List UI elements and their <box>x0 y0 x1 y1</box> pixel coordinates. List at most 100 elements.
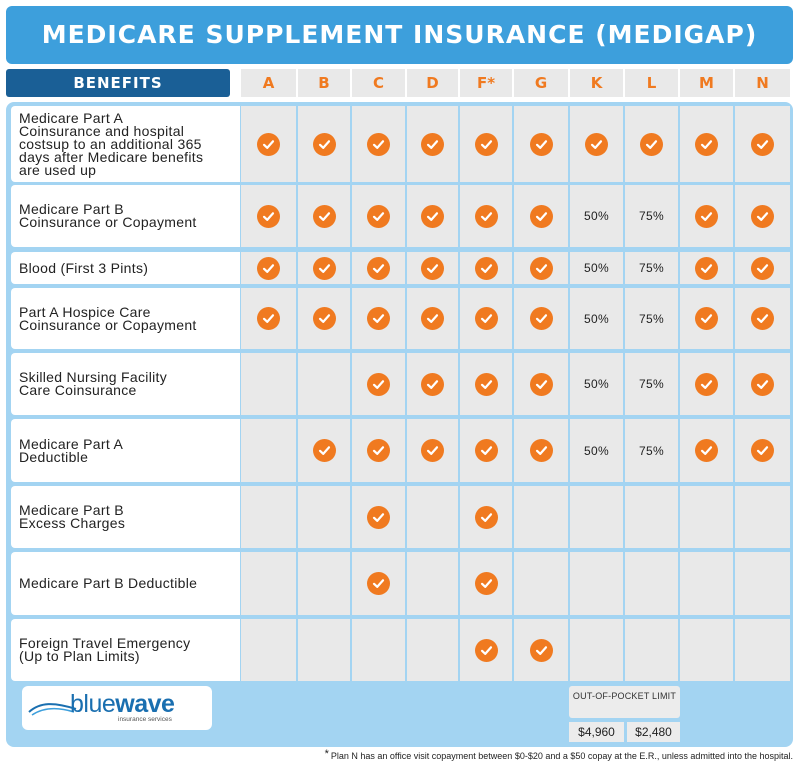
plan-cell-f <box>460 252 512 284</box>
logo-subtitle: insurance services <box>118 716 172 723</box>
plan-cell-b <box>298 106 350 182</box>
plan-cell-n <box>735 252 790 284</box>
plan-cell-a <box>241 288 296 349</box>
plan-cell-n <box>735 619 790 681</box>
plan-cell-b <box>298 619 350 681</box>
plan-header-k: K <box>570 69 623 97</box>
plan-cell-c <box>352 619 405 681</box>
plan-cell-l <box>625 486 678 548</box>
plan-cell-c <box>352 185 405 247</box>
checkmark-circle-icon <box>474 307 498 330</box>
benefit-label-line: Part A Hospice Care <box>19 303 151 320</box>
checkmark-circle-icon <box>474 638 498 662</box>
checkmark-circle-icon <box>474 256 498 280</box>
benefit-label-line: Coinsurance and hospital <box>19 122 185 139</box>
coverage-percent: 75% <box>639 209 664 223</box>
coverage-percent: 50% <box>584 443 609 458</box>
coverage-percent: 50% <box>584 377 609 391</box>
plan-cell-c <box>352 106 405 182</box>
plan-cell-f <box>460 419 512 482</box>
checkmark-circle-icon <box>474 372 498 396</box>
benefit-label-line: Deductible <box>19 448 89 465</box>
coverage-percent: 75% <box>639 377 664 391</box>
plan-cell-b <box>298 353 350 415</box>
plan-cell-m <box>680 106 733 182</box>
footnote: * Plan N has an office visit copayment be… <box>324 748 793 761</box>
bluewave-logo: bluewave insurance services <box>22 686 212 730</box>
checkmark-circle-icon <box>257 132 280 156</box>
plan-cell-m <box>680 252 733 284</box>
plan-cell-f <box>460 106 512 182</box>
plan-cell-d <box>407 419 458 482</box>
benefit-label-line: Coinsurance or Copayment <box>19 316 197 333</box>
plan-cell-f <box>460 619 512 681</box>
checkmark-circle-icon <box>312 307 336 330</box>
plan-cell-m <box>680 486 733 548</box>
checkmark-circle-icon <box>474 204 498 228</box>
benefit-label-line: Medicare Part B Deductible <box>19 575 198 591</box>
table-row: Blood (First 3 Pints) 50% 75% <box>11 252 790 284</box>
plan-cell-k <box>570 552 623 615</box>
checkmark-circle-icon <box>585 132 608 156</box>
benefit-label-line: days after Medicare benefits <box>19 148 204 165</box>
plan-header-b: B <box>298 69 350 97</box>
plan-cell-l: 75% <box>625 353 678 415</box>
plan-header-row: BENEFITS A B C D F* G K L M N <box>6 69 793 97</box>
benefit-label: Skilled Nursing Facility Care Coinsurance <box>11 353 240 415</box>
benefit-label: Foreign Travel Emergency (Up to Plan Limi… <box>11 619 240 681</box>
plan-header-d: D <box>407 69 458 97</box>
plan-cell-f <box>460 185 512 247</box>
table-row: Skilled Nursing Facility Care Coinsurance… <box>11 353 790 415</box>
page-title: MEDICARE SUPPLEMENT INSURANCE (MEDIGAP) … <box>6 6 793 107</box>
benefit-label-line: Foreign Travel Emergency <box>19 635 191 651</box>
checkmark-circle-icon <box>367 132 390 156</box>
benefit-label: Medicare Part A Coinsurance and hospital c… <box>11 106 240 182</box>
plan-cell-a <box>241 486 296 548</box>
checkmark-circle-icon <box>751 307 774 330</box>
table-row: Medicare Part A Deductible 50% 75% <box>11 419 790 482</box>
plan-cell-f <box>460 288 512 349</box>
plan-cell-m <box>680 288 733 349</box>
checkmark-circle-icon <box>421 439 444 462</box>
checkmark-circle-icon <box>257 307 280 330</box>
plan-cell-k <box>570 106 623 182</box>
checkmark-circle-icon <box>257 256 280 280</box>
table-row: Medicare Part B Excess Charges <box>11 486 790 548</box>
plan-cell-b <box>298 419 350 482</box>
table-row: Part A Hospice Care Coinsurance or Copaym… <box>11 288 790 349</box>
benefit-label-line: Coinsurance or Copayment <box>19 214 197 230</box>
plan-cell-c <box>352 486 405 548</box>
plan-cell-c <box>352 353 405 415</box>
checkmark-circle-icon <box>751 439 774 462</box>
plan-cell-g <box>514 288 568 349</box>
plan-cell-n <box>735 486 790 548</box>
benefit-label-line: costsup to an additional 365 <box>19 135 202 152</box>
plan-cell-a <box>241 185 296 247</box>
plan-cell-a <box>241 252 296 284</box>
plan-cell-d <box>407 185 458 247</box>
plan-header-c: C <box>352 69 405 97</box>
coverage-percent: 75% <box>639 311 664 326</box>
coverage-percent: 50% <box>584 311 609 326</box>
plan-cell-k <box>570 486 623 548</box>
plan-cell-b <box>298 252 350 284</box>
coverage-percent: 50% <box>584 261 609 275</box>
plan-cell-f <box>460 353 512 415</box>
plan-cell-l: 75% <box>625 288 678 349</box>
plan-cell-c <box>352 288 405 349</box>
checkmark-circle-icon <box>421 372 444 396</box>
plan-cell-m <box>680 185 733 247</box>
wave-logo-icon <box>28 703 77 716</box>
checkmark-circle-icon <box>312 204 336 228</box>
plan-cell-c <box>352 552 405 615</box>
checkmark-circle-icon <box>695 256 718 280</box>
checkmark-circle-icon <box>695 204 718 228</box>
plan-cell-m <box>680 552 733 615</box>
plan-cell-m <box>680 419 733 482</box>
checkmark-circle-icon <box>529 256 553 280</box>
checkmark-circle-icon <box>695 132 718 156</box>
plan-header-n: N <box>735 69 790 97</box>
checkmark-circle-icon <box>421 256 444 280</box>
benefit-label-line: Care Coinsurance <box>19 382 137 398</box>
plan-cell-n <box>735 419 790 482</box>
